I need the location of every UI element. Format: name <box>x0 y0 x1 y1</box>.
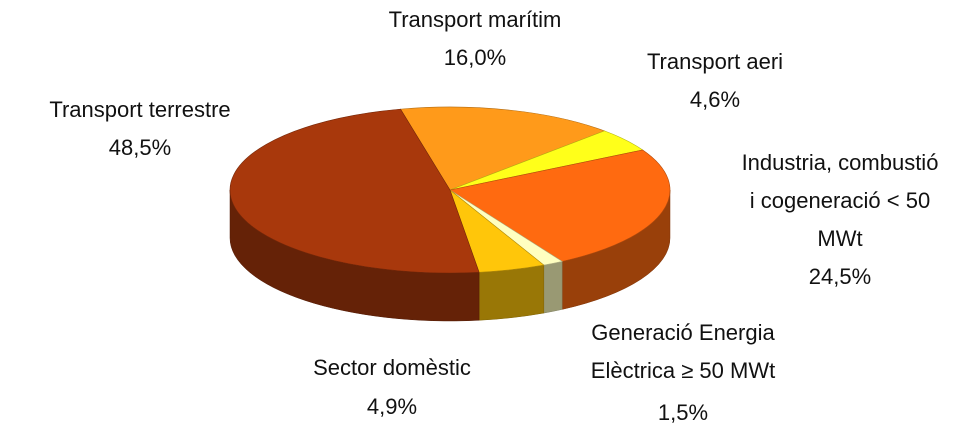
slice-value-label: 24,5% <box>808 264 872 289</box>
slice-side <box>543 261 563 314</box>
slice-value-label: 1,5% <box>657 400 709 425</box>
slice-label: Sector domèstic <box>313 355 471 380</box>
slice-value-label: 4,6% <box>689 87 741 112</box>
slice-label: Generació Energia Elèctrica ≥ 50 MWt <box>590 320 776 383</box>
slice-label: Industria, combustió i cogeneració < 50 … <box>741 150 939 251</box>
slice <box>229 108 480 274</box>
slice <box>400 106 606 191</box>
slice-value-label: 4,9% <box>366 394 418 419</box>
slice-value-label: 48,5% <box>108 135 172 160</box>
slice-label: Transport marítim <box>388 7 562 32</box>
slice-label: Transport terrestre <box>49 97 231 122</box>
slice-label: Transport aeri <box>646 49 784 74</box>
slice-value-label: 16,0% <box>443 45 507 70</box>
slice <box>449 149 671 262</box>
slice-side <box>478 264 545 321</box>
